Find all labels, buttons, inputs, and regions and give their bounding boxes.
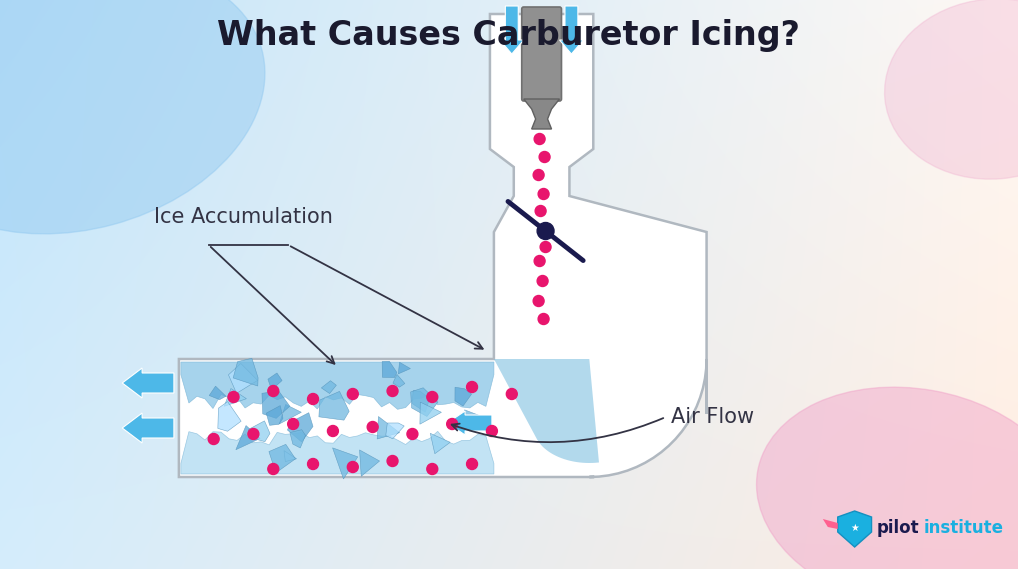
Text: ★: ★ [850, 523, 859, 533]
Circle shape [328, 426, 338, 436]
Circle shape [539, 188, 549, 200]
Polygon shape [420, 402, 441, 424]
Circle shape [407, 428, 418, 439]
Circle shape [347, 461, 358, 472]
Circle shape [427, 464, 437, 475]
FancyArrow shape [447, 411, 492, 435]
Polygon shape [411, 388, 438, 417]
Text: Ice Accumulation: Ice Accumulation [154, 207, 333, 227]
Circle shape [387, 386, 398, 397]
Polygon shape [322, 381, 336, 394]
Polygon shape [523, 99, 559, 129]
Circle shape [446, 419, 458, 430]
Circle shape [228, 391, 239, 402]
Text: What Causes Carburetor Icing?: What Causes Carburetor Icing? [217, 19, 800, 52]
Polygon shape [359, 450, 380, 476]
Circle shape [486, 426, 498, 436]
Text: pilot: pilot [877, 519, 920, 537]
Circle shape [534, 295, 544, 307]
Circle shape [368, 422, 378, 432]
Polygon shape [262, 391, 290, 418]
Circle shape [347, 389, 358, 399]
Polygon shape [333, 448, 357, 479]
Polygon shape [224, 389, 247, 406]
Polygon shape [382, 361, 397, 378]
Polygon shape [838, 511, 871, 547]
Circle shape [536, 205, 546, 216]
Circle shape [538, 275, 548, 287]
FancyArrow shape [122, 368, 174, 398]
Polygon shape [179, 14, 707, 477]
Circle shape [534, 170, 544, 180]
Polygon shape [430, 434, 451, 453]
Polygon shape [398, 362, 411, 374]
Polygon shape [266, 406, 283, 426]
Circle shape [467, 459, 477, 469]
Circle shape [268, 386, 279, 397]
Polygon shape [269, 444, 296, 473]
Polygon shape [236, 426, 260, 450]
Polygon shape [318, 391, 349, 420]
Text: Air Flow: Air Flow [671, 407, 754, 427]
Polygon shape [377, 417, 399, 439]
Circle shape [538, 222, 554, 240]
Circle shape [539, 314, 549, 324]
Polygon shape [288, 413, 313, 442]
Polygon shape [284, 451, 297, 461]
Circle shape [387, 456, 398, 467]
Ellipse shape [885, 0, 1024, 179]
Polygon shape [823, 519, 838, 529]
Polygon shape [386, 423, 404, 439]
Text: institute: institute [924, 519, 1004, 537]
Circle shape [208, 434, 219, 444]
Ellipse shape [757, 387, 1024, 569]
Circle shape [506, 389, 517, 399]
Polygon shape [455, 387, 472, 406]
Polygon shape [181, 362, 494, 409]
Circle shape [307, 394, 318, 405]
Polygon shape [413, 391, 430, 412]
Circle shape [467, 381, 477, 393]
FancyArrow shape [122, 413, 174, 443]
Circle shape [288, 419, 299, 430]
Circle shape [539, 151, 550, 163]
Circle shape [540, 241, 551, 253]
Circle shape [535, 255, 545, 266]
FancyArrow shape [500, 6, 523, 54]
Polygon shape [393, 374, 404, 387]
Circle shape [268, 464, 279, 475]
Circle shape [535, 134, 545, 145]
Polygon shape [181, 431, 494, 474]
Polygon shape [494, 359, 599, 463]
Polygon shape [228, 364, 258, 393]
Polygon shape [268, 373, 282, 390]
Polygon shape [290, 430, 305, 448]
FancyArrow shape [559, 6, 584, 54]
Circle shape [307, 459, 318, 469]
Polygon shape [465, 410, 492, 431]
Polygon shape [280, 405, 301, 424]
Polygon shape [218, 402, 241, 431]
Polygon shape [233, 358, 258, 386]
Ellipse shape [0, 0, 265, 234]
Polygon shape [249, 421, 270, 442]
FancyBboxPatch shape [522, 7, 561, 101]
Circle shape [248, 428, 259, 439]
Polygon shape [209, 386, 226, 399]
Circle shape [427, 391, 437, 402]
